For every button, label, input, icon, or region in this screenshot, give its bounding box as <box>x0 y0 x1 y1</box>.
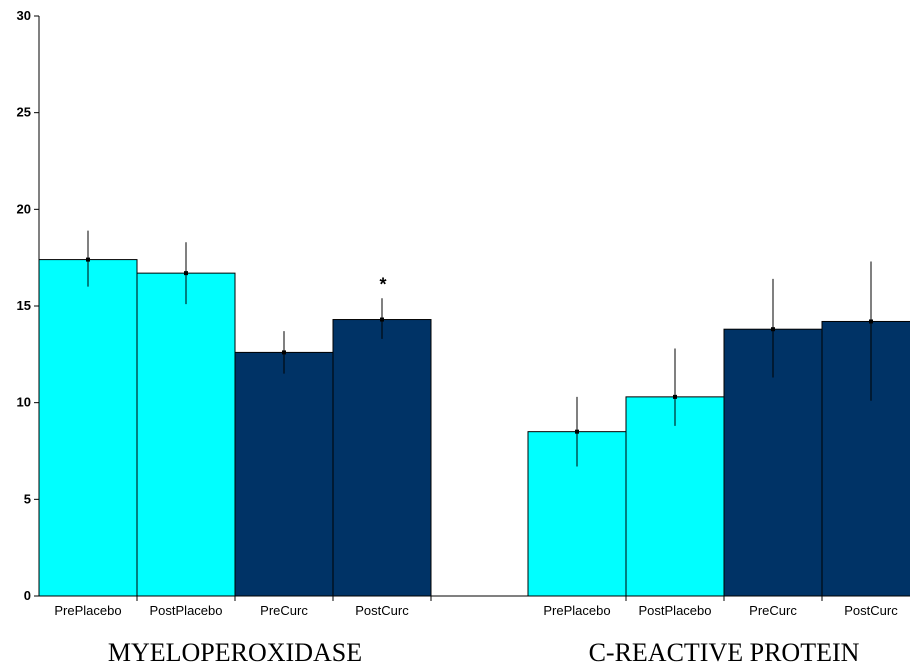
y-tick-label: 20 <box>17 201 31 216</box>
y-tick-label: 0 <box>24 588 31 603</box>
bar <box>234 351 334 597</box>
y-tick-label: 15 <box>17 298 31 313</box>
bar <box>625 396 725 597</box>
group-label: C-REACTIVE PROTEIN <box>589 638 860 666</box>
bar <box>332 319 432 597</box>
bar <box>136 272 236 597</box>
y-tick-label: 25 <box>17 105 31 120</box>
category-label: PostPlacebo <box>639 603 712 618</box>
category-label: PostCurc <box>844 603 898 618</box>
error-bar-marker <box>86 257 90 262</box>
category-label: PostPlacebo <box>150 603 223 618</box>
error-bar-marker <box>575 429 579 434</box>
category-label: PostCurc <box>355 603 409 618</box>
category-label: PreCurc <box>260 603 308 618</box>
y-tick-label: 30 <box>17 8 31 23</box>
error-bar-marker <box>282 350 286 355</box>
error-bar-marker <box>184 271 188 276</box>
labels: 0 5 10 15 20 25 30 PrePlacebo PostPlacebo PreCurc… <box>17 8 899 666</box>
y-tick-label: 10 <box>17 395 31 410</box>
bars <box>38 259 910 597</box>
error-bar-marker <box>869 319 873 324</box>
error-bar-marker <box>380 317 384 322</box>
bar <box>821 320 910 597</box>
category-label: PreCurc <box>749 603 797 618</box>
bar <box>38 259 138 597</box>
error-bars <box>86 230 873 467</box>
y-tick-label: 5 <box>24 491 31 506</box>
group-label: MYELOPEROXIDASE <box>108 638 362 666</box>
significance-annotation: * <box>379 274 386 294</box>
category-label: PrePlacebo <box>54 603 121 618</box>
category-label: PrePlacebo <box>543 603 610 618</box>
error-bar-marker <box>673 394 677 399</box>
error-bar-marker <box>771 327 775 332</box>
